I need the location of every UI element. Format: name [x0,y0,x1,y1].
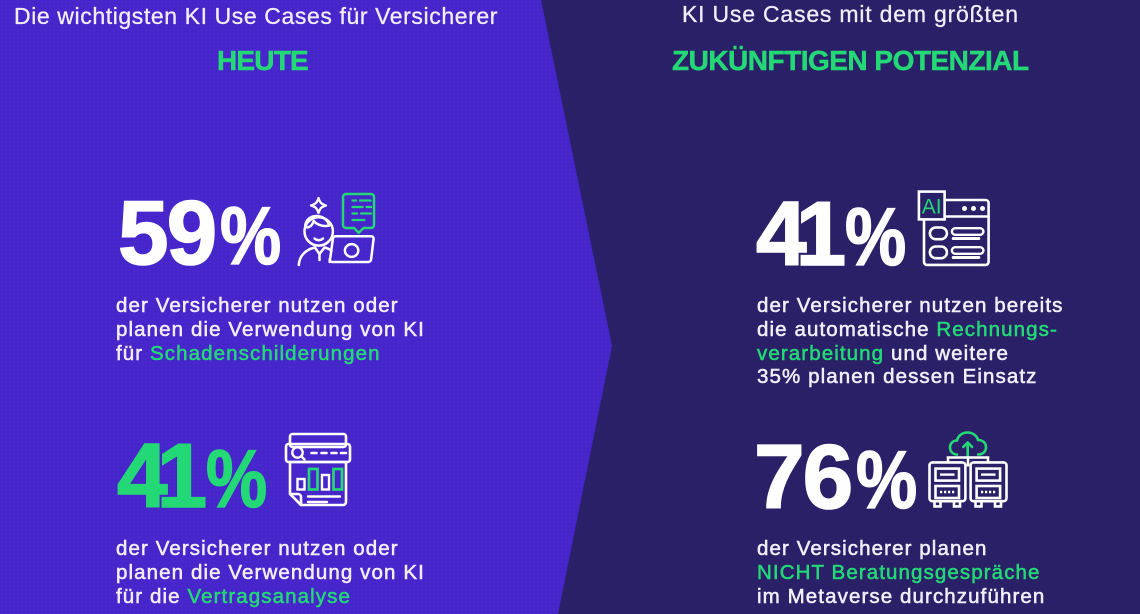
svg-text:AI: AI [922,196,942,219]
